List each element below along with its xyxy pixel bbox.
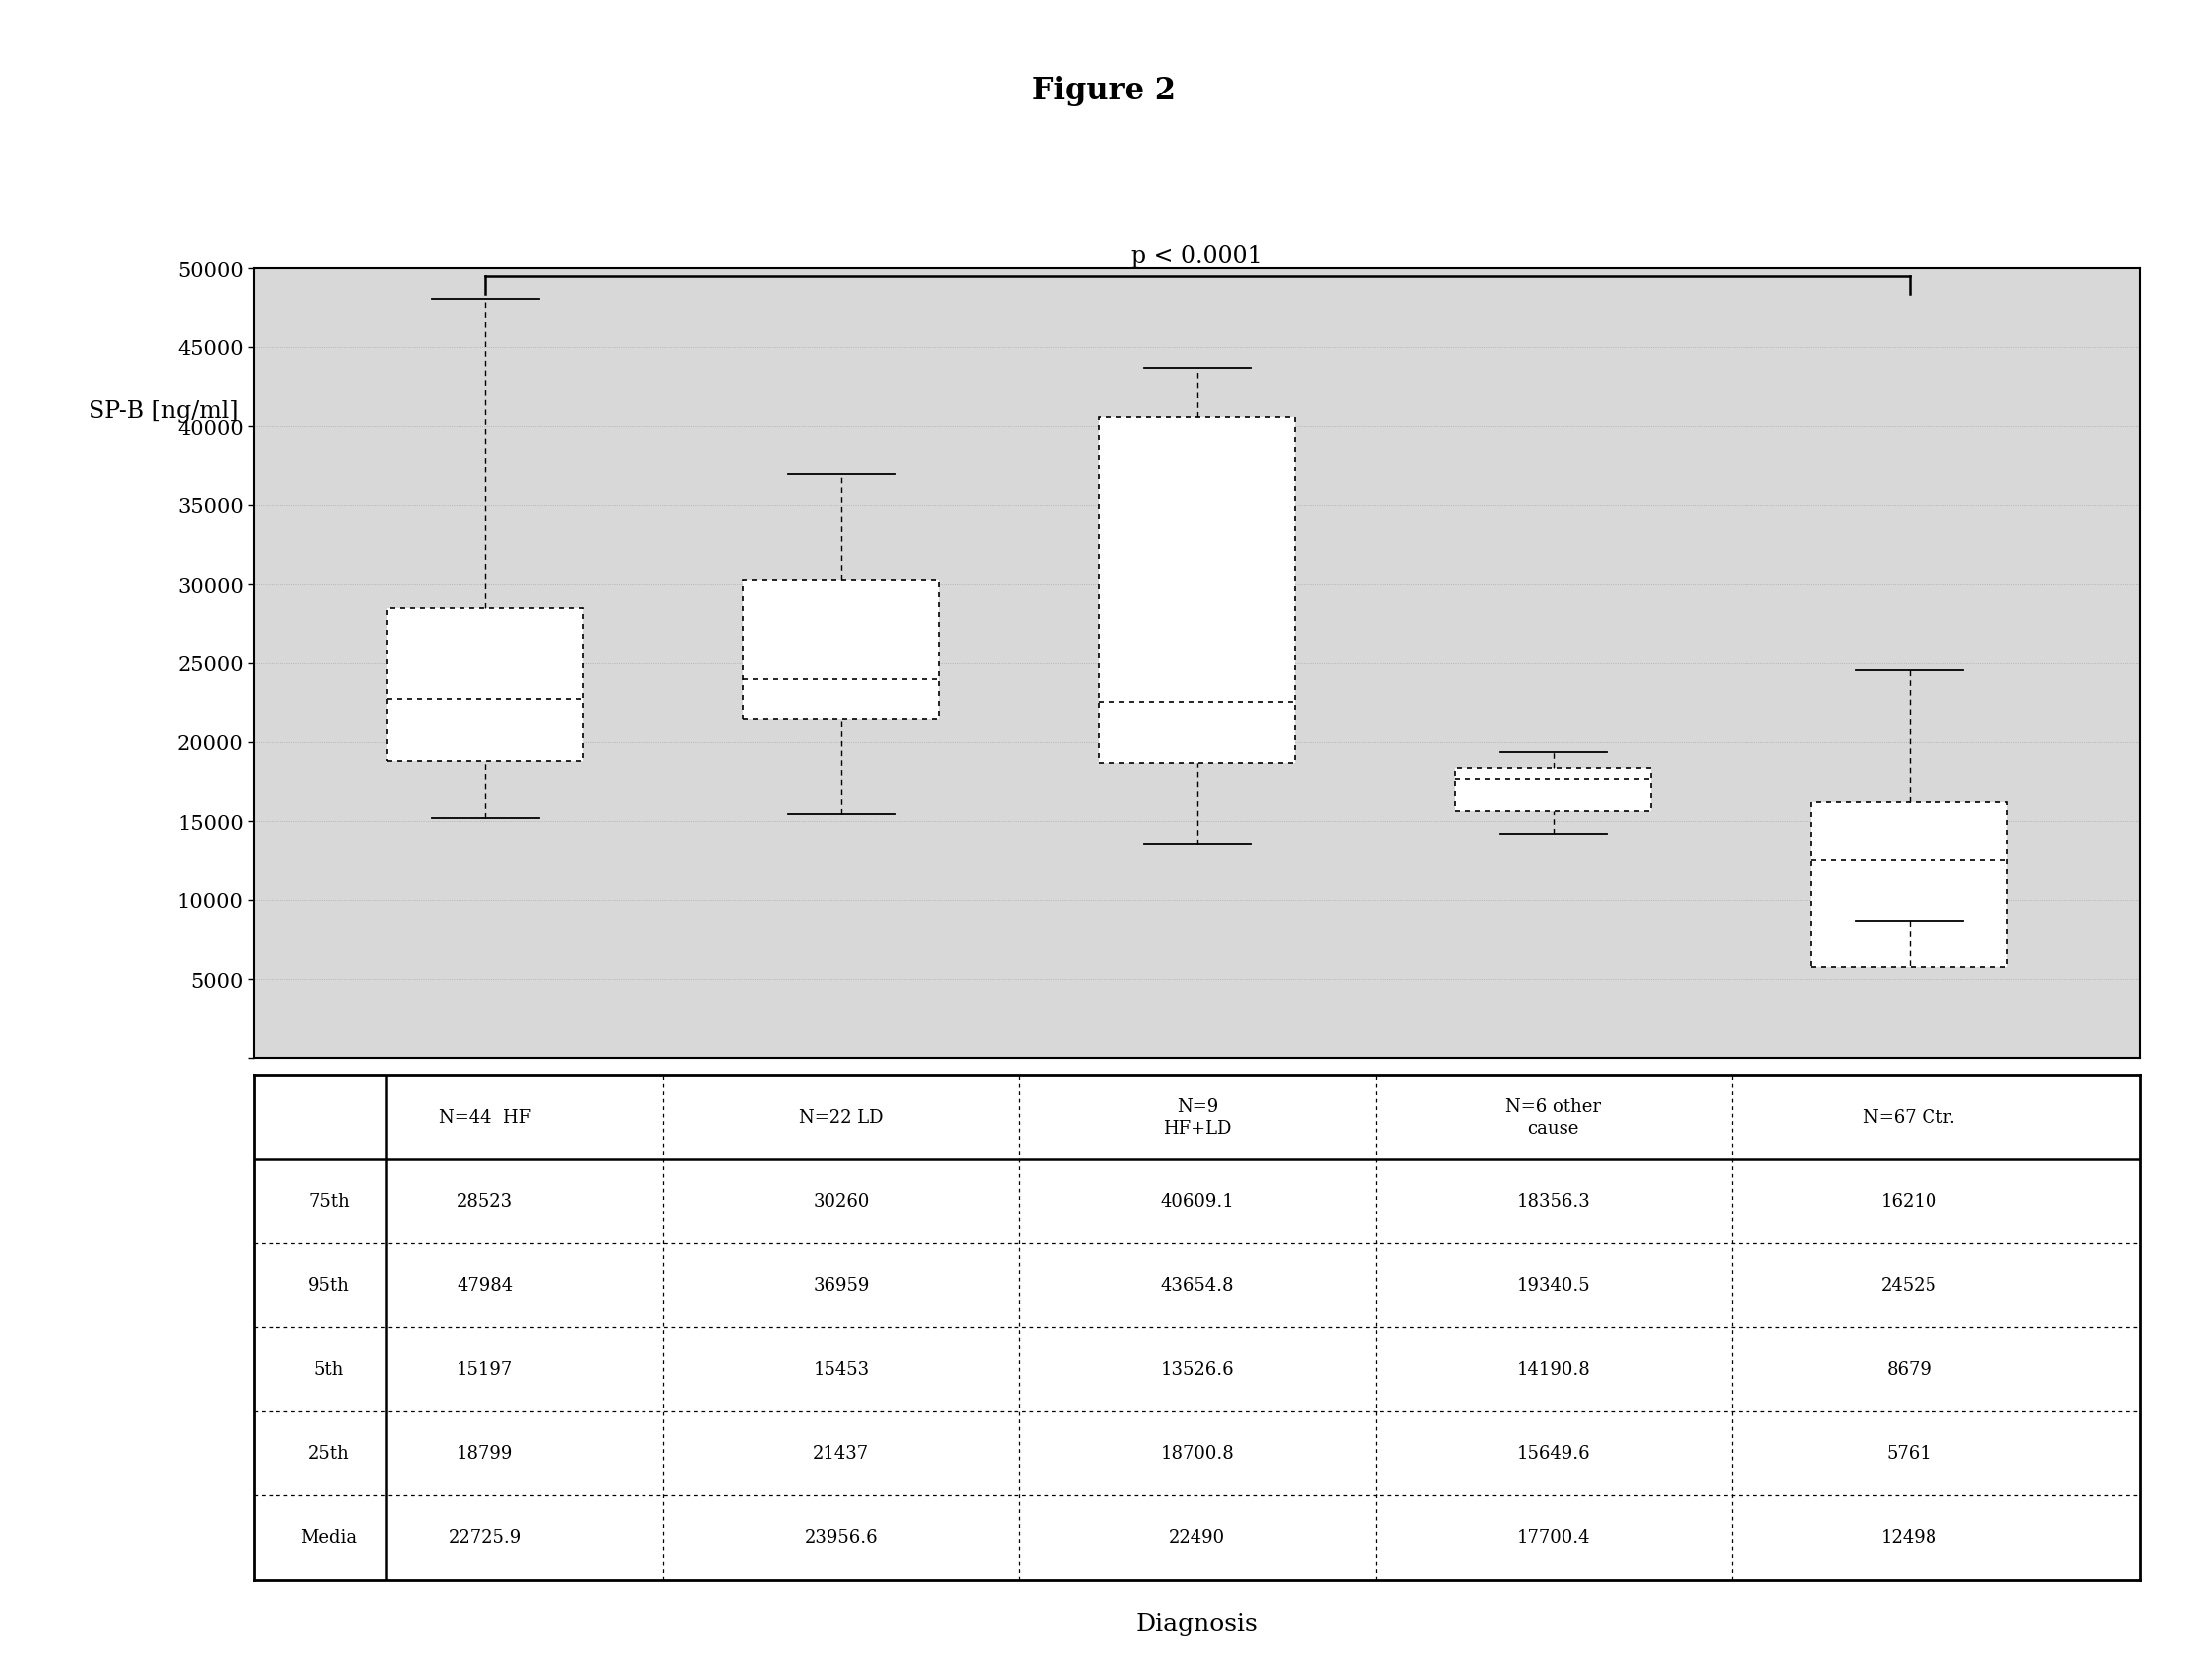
Text: 47984: 47984 <box>457 1277 514 1294</box>
Text: 17700.4: 17700.4 <box>1516 1529 1591 1546</box>
Text: N=22 LD: N=22 LD <box>799 1109 883 1126</box>
Bar <box>744 581 940 719</box>
Text: 21437: 21437 <box>812 1445 870 1462</box>
Text: p < 0.0001: p < 0.0001 <box>1132 244 1262 267</box>
Text: 15197: 15197 <box>457 1361 514 1378</box>
Text: 40609.1: 40609.1 <box>1161 1193 1234 1210</box>
Text: 13526.6: 13526.6 <box>1161 1361 1234 1378</box>
Text: 5761: 5761 <box>1887 1445 1931 1462</box>
Text: N=67 Ctr.: N=67 Ctr. <box>1863 1109 1955 1126</box>
Text: 15453: 15453 <box>812 1361 870 1378</box>
Text: 12498: 12498 <box>1880 1529 1938 1546</box>
Text: 15649.6: 15649.6 <box>1516 1445 1591 1462</box>
Text: 95th: 95th <box>309 1277 351 1294</box>
Text: 43654.8: 43654.8 <box>1161 1277 1234 1294</box>
Bar <box>1099 417 1296 763</box>
Bar <box>1454 768 1651 811</box>
Text: 8679: 8679 <box>1887 1361 1931 1378</box>
Text: 22490: 22490 <box>1170 1529 1225 1546</box>
Text: 24525: 24525 <box>1880 1277 1938 1294</box>
Text: SP-B [ng/ml]: SP-B [ng/ml] <box>88 400 238 422</box>
Text: 14190.8: 14190.8 <box>1516 1361 1591 1378</box>
Text: 16210: 16210 <box>1880 1193 1938 1210</box>
Text: Figure 2: Figure 2 <box>1033 76 1174 106</box>
Text: N=6 other
cause: N=6 other cause <box>1505 1097 1602 1137</box>
Text: 30260: 30260 <box>812 1193 870 1210</box>
Text: 22725.9: 22725.9 <box>448 1529 523 1546</box>
Text: 75th: 75th <box>309 1193 351 1210</box>
Text: 23956.6: 23956.6 <box>803 1529 878 1546</box>
Text: 18799: 18799 <box>457 1445 514 1462</box>
Text: 18356.3: 18356.3 <box>1516 1193 1591 1210</box>
Text: 25th: 25th <box>309 1445 351 1462</box>
Text: 36959: 36959 <box>812 1277 870 1294</box>
Text: 18700.8: 18700.8 <box>1161 1445 1234 1462</box>
Text: 5th: 5th <box>313 1361 344 1378</box>
Text: N=9
HF+LD: N=9 HF+LD <box>1163 1097 1232 1137</box>
Bar <box>1812 803 2008 968</box>
Text: 19340.5: 19340.5 <box>1516 1277 1591 1294</box>
Text: Media: Media <box>300 1529 358 1546</box>
Text: Diagnosis: Diagnosis <box>1137 1613 1258 1636</box>
Text: N=44  HF: N=44 HF <box>439 1109 532 1126</box>
Text: 28523: 28523 <box>457 1193 514 1210</box>
Bar <box>386 608 583 761</box>
